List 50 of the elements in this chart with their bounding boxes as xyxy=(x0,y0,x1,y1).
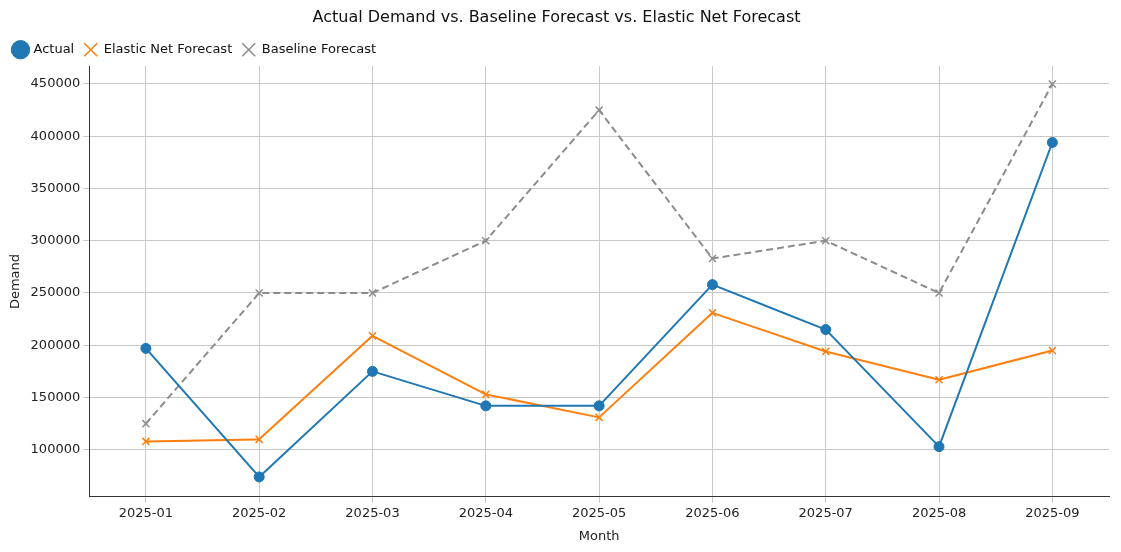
y-tick-label: 250000 xyxy=(30,284,81,300)
point xyxy=(481,236,491,246)
point xyxy=(368,331,377,341)
y-tick-label: 350000 xyxy=(30,179,81,195)
point xyxy=(141,419,151,428)
x-axis-title: Month xyxy=(578,527,620,543)
point xyxy=(934,375,944,385)
point xyxy=(934,288,944,298)
point xyxy=(594,413,604,422)
legend-label: Actual xyxy=(33,41,75,57)
point xyxy=(821,347,831,356)
point xyxy=(1048,79,1057,89)
point xyxy=(140,342,152,354)
x-tick-label: 2025-05 xyxy=(571,504,627,520)
point xyxy=(820,324,832,336)
chart-title: Actual Demand vs. Baseline Forecast vs. Elastic Net Forecast xyxy=(312,6,801,26)
point xyxy=(481,390,491,399)
point xyxy=(708,254,717,263)
point xyxy=(141,437,151,446)
point xyxy=(368,288,377,298)
point xyxy=(706,279,718,291)
x-tick-label: 2025-04 xyxy=(458,504,513,520)
y-tick-label: 150000 xyxy=(30,388,81,404)
point xyxy=(367,365,378,377)
point xyxy=(593,400,605,412)
x-tick-label: 2025-06 xyxy=(685,504,740,520)
x-tick-label: 2025-02 xyxy=(232,504,287,520)
legend-label: Elastic Net Forecast xyxy=(103,41,233,57)
x-tick-label: 2025-09 xyxy=(1025,504,1080,520)
legend-label: Baseline Forecast xyxy=(261,41,377,57)
point xyxy=(480,400,492,412)
point xyxy=(254,288,264,298)
x-tick-label: 2025-08 xyxy=(911,504,967,520)
point xyxy=(1046,137,1058,148)
x-tick-label: 2025-01 xyxy=(118,504,174,520)
x-tick-label: 2025-07 xyxy=(798,504,853,520)
point xyxy=(254,435,264,444)
y-tick-label: 400000 xyxy=(30,127,81,143)
y-axis-title: Demand xyxy=(7,253,23,310)
point xyxy=(708,308,717,318)
x-tick-label: 2025-03 xyxy=(345,504,400,520)
y-tick-label: 450000 xyxy=(30,75,81,91)
point xyxy=(933,441,945,453)
point xyxy=(1048,346,1057,355)
point xyxy=(821,236,831,246)
point xyxy=(594,105,604,115)
point xyxy=(253,471,265,483)
y-tick-label: 100000 xyxy=(30,441,81,457)
y-tick-label: 300000 xyxy=(30,232,81,248)
y-tick-label: 200000 xyxy=(30,336,81,352)
